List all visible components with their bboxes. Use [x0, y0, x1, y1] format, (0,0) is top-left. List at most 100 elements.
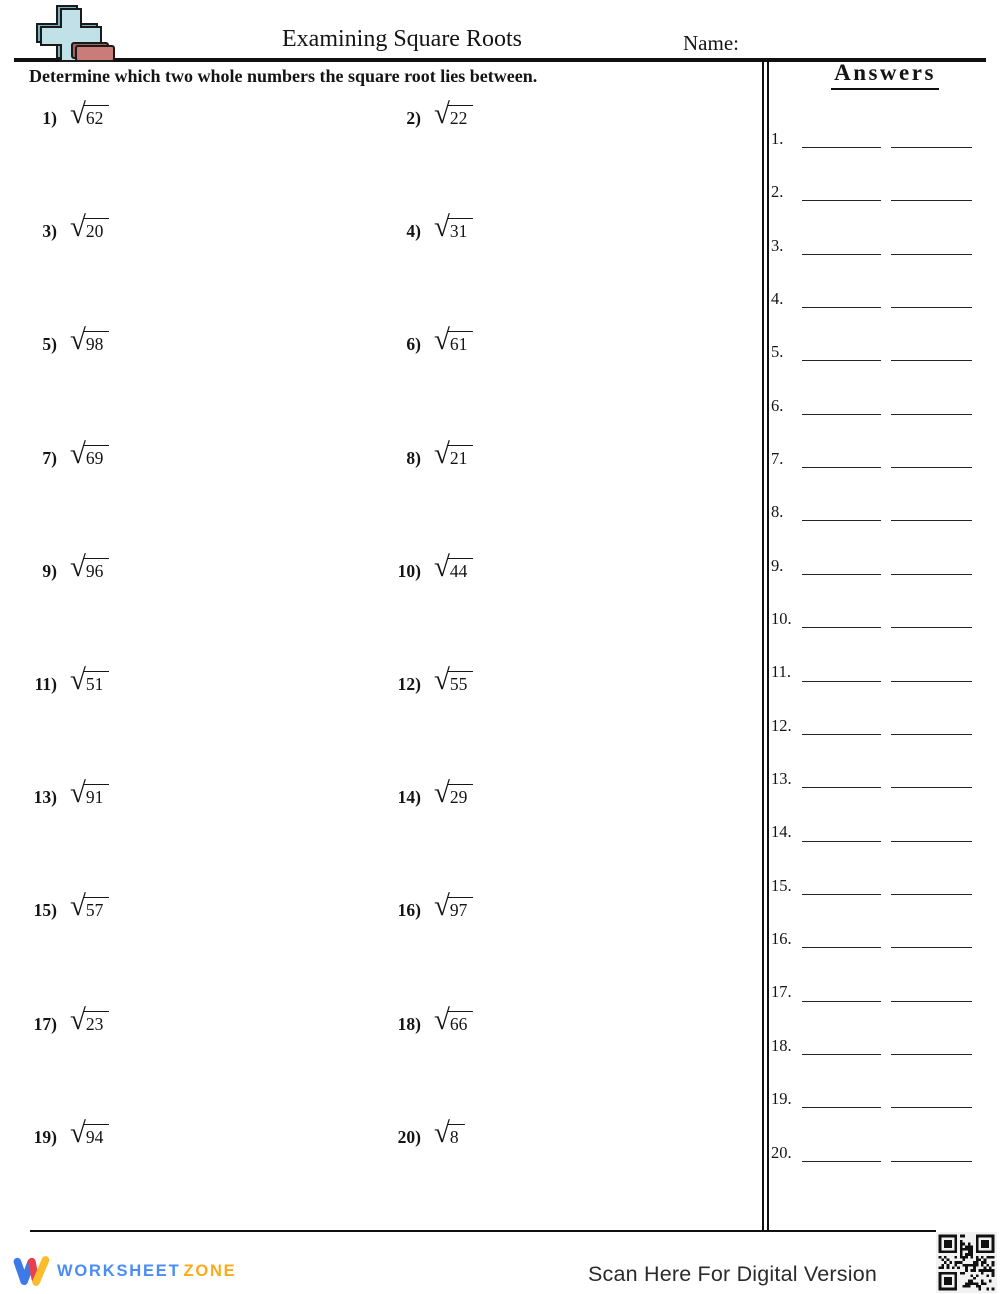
problem-number: 10): [397, 560, 421, 581]
answer-blank-1[interactable]: [802, 390, 881, 415]
page-title: Examining Square Roots: [282, 26, 522, 52]
answer-blank-2[interactable]: [891, 123, 972, 148]
radicand: 20: [83, 218, 110, 241]
brand-word-zone: ZONE: [183, 1261, 237, 1280]
answer-number: 7.: [771, 448, 784, 468]
problem-number: 16): [397, 900, 421, 921]
answer-blank-1[interactable]: [802, 230, 881, 255]
square-root-expression: √ 51: [70, 666, 110, 695]
answer-blank-1[interactable]: [802, 977, 881, 1002]
problem-item-9: 9) √ 96: [27, 552, 110, 582]
answer-blank-1[interactable]: [802, 603, 881, 629]
square-root-expression: √ 57: [70, 892, 110, 921]
answer-row-8: 8.: [771, 496, 972, 522]
answer-blank-2[interactable]: [891, 336, 972, 362]
radical-sign: √: [434, 1003, 450, 1036]
problem-number: 20): [397, 1126, 421, 1147]
answer-blank-1[interactable]: [802, 657, 881, 682]
square-root-expression: √ 23: [70, 1005, 110, 1035]
brand-word-worksheet: WORKSHEET: [57, 1261, 181, 1280]
answer-blank-1[interactable]: [802, 550, 881, 575]
square-root-expression: √ 61: [434, 326, 474, 355]
answer-blank-2[interactable]: [891, 496, 972, 522]
square-root-expression: √ 31: [434, 213, 474, 242]
answer-blank-2[interactable]: [891, 870, 972, 895]
answer-blank-1[interactable]: [802, 496, 881, 522]
answer-number: 12.: [771, 715, 792, 735]
answer-blank-1[interactable]: [802, 176, 881, 202]
answer-row-18: 18.: [771, 1031, 972, 1055]
radical-sign: √: [70, 437, 86, 470]
problem-number: 19): [33, 1126, 57, 1147]
problem-number: 5): [42, 334, 57, 355]
problem-item-5: 5) √ 98: [27, 326, 110, 355]
answer-blank-2[interactable]: [891, 657, 972, 682]
answer-blank-2[interactable]: [891, 230, 972, 255]
problem-number: 8): [406, 447, 421, 468]
problem-item-12: 12) √ 55: [391, 666, 474, 695]
scan-here-text: Scan Here For Digital Version: [588, 1262, 878, 1286]
answer-blank-1[interactable]: [802, 443, 881, 469]
answer-blank-2[interactable]: [891, 443, 972, 469]
answer-blank-1[interactable]: [802, 817, 881, 842]
answer-row-14: 14.: [771, 818, 972, 842]
answer-blank-2[interactable]: [891, 1137, 972, 1162]
answer-row-9: 9.: [771, 551, 972, 575]
answer-blank-1[interactable]: [802, 283, 881, 309]
answer-blank-2[interactable]: [891, 923, 972, 949]
problem-number: 1): [42, 108, 57, 128]
problem-item-17: 17) √ 23: [27, 1005, 110, 1035]
radicand: 29: [447, 784, 474, 807]
square-root-expression: √ 66: [434, 1005, 474, 1035]
answer-blank-1[interactable]: [802, 1083, 881, 1109]
answer-blank-1[interactable]: [802, 1030, 881, 1055]
problem-number: 4): [406, 221, 421, 242]
answer-blank-1[interactable]: [802, 923, 881, 949]
answer-row-12: 12.: [771, 711, 972, 735]
square-root-expression: √ 20: [70, 213, 110, 242]
radicand: 98: [83, 331, 110, 354]
square-root-expression: √ 8: [434, 1118, 465, 1148]
answer-blank-2[interactable]: [891, 1030, 972, 1055]
answer-number: 9.: [771, 555, 784, 575]
problem-item-19: 19) √ 94: [27, 1118, 110, 1148]
problem-item-13: 13) √ 91: [27, 779, 110, 808]
answer-blank-1[interactable]: [802, 336, 881, 362]
answer-blank-2[interactable]: [891, 603, 972, 629]
answer-blank-2[interactable]: [891, 283, 972, 309]
answer-blank-1[interactable]: [802, 710, 881, 735]
answer-blank-2[interactable]: [891, 390, 972, 415]
problem-item-11: 11) √ 51: [27, 666, 110, 695]
answer-blank-2[interactable]: [891, 710, 972, 735]
instruction-text: Determine which two whole numbers the sq…: [29, 66, 538, 86]
problem-item-8: 8) √ 21: [391, 439, 474, 469]
radical-sign: √: [70, 664, 86, 696]
radical-sign: √: [70, 98, 86, 130]
answer-blank-1[interactable]: [802, 1137, 881, 1162]
answer-blank-1[interactable]: [802, 870, 881, 895]
answer-blank-1[interactable]: [802, 123, 881, 148]
answer-blank-2[interactable]: [891, 1083, 972, 1109]
radicand: 96: [83, 557, 110, 581]
answer-row-11: 11.: [771, 658, 972, 682]
answer-blank-2[interactable]: [891, 763, 972, 789]
problem-number: 17): [33, 1013, 57, 1034]
answer-number: 17.: [771, 982, 792, 1002]
answer-blank-2[interactable]: [891, 977, 972, 1002]
answer-number: 13.: [771, 769, 792, 789]
radical-sign: √: [434, 664, 450, 696]
answer-number: 15.: [771, 875, 792, 895]
radical-sign: √: [70, 1116, 86, 1149]
answer-number: 14.: [771, 822, 792, 842]
answer-blank-1[interactable]: [802, 763, 881, 789]
answer-blank-2[interactable]: [891, 550, 972, 575]
answer-row-19: 19.: [771, 1083, 972, 1109]
answer-blank-2[interactable]: [891, 817, 972, 842]
radical-sign: √: [434, 1116, 450, 1149]
answer-row-7: 7.: [771, 443, 972, 469]
problem-item-3: 3) √ 20: [27, 213, 110, 242]
answer-blank-2[interactable]: [891, 176, 972, 202]
radicand: 55: [447, 671, 474, 694]
answer-number: 10.: [771, 609, 792, 628]
problem-item-6: 6) √ 61: [391, 326, 474, 355]
